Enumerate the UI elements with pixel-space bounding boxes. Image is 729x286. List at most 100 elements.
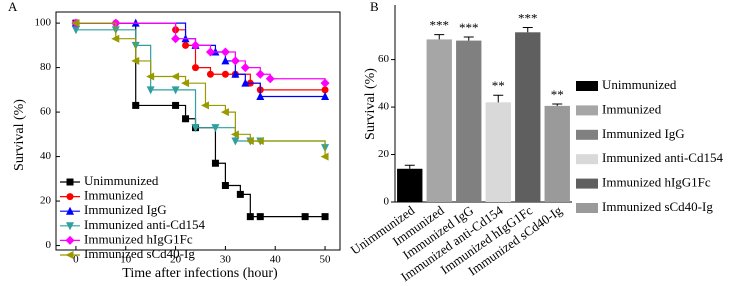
marker [236,190,244,198]
marker [182,115,190,123]
marker [172,101,180,109]
marker [245,137,254,146]
x-tick-label: 50 [320,254,332,266]
marker [182,41,190,49]
marker [111,34,120,43]
significance-label: ** [492,78,505,93]
marker [231,137,240,146]
marker [65,235,75,245]
marker [265,74,275,84]
marker [191,124,200,133]
legend-label: Immunized hIgG1Fc [602,175,711,190]
marker [230,130,239,139]
marker [205,47,215,57]
marker [66,206,74,215]
x-tick-label: 40 [270,254,282,266]
step-line [75,29,326,148]
marker [221,70,229,78]
bar [456,40,482,202]
legend-label: Immunized hIgG1Fc [84,231,193,246]
marker [146,86,155,95]
marker [71,19,80,28]
marker [321,92,330,101]
significance-label: *** [459,20,479,35]
marker [231,69,240,78]
y-tick-label: 60 [40,106,52,118]
marker [255,137,264,146]
legend-label: Unimmunized [602,77,677,92]
marker [256,92,265,101]
marker [66,178,74,186]
plot-frame [55,11,341,251]
y-tick-label: 80 [40,61,52,73]
y-tick-label: 20 [378,148,390,160]
marker [211,124,220,133]
step-line [75,22,326,84]
legend-swatch [576,129,598,140]
marker [221,181,229,189]
bar [544,105,570,202]
legend-label: Immunized [84,188,144,203]
marker [241,78,250,87]
marker [66,222,74,231]
legend-label: Immunized sCd40-Ig [602,199,713,214]
legend-swatch [576,203,598,213]
marker [191,40,201,50]
marker [132,101,140,109]
legend-label: Unimmunized [84,173,159,188]
x-tick-label: 10 [120,254,132,266]
marker [301,213,309,221]
bar [485,102,511,202]
marker [320,152,329,161]
legend-label: Immunized IgG [84,202,167,217]
y-axis-title: Survival (%) [12,99,27,171]
y-tick-label: 20 [40,195,52,207]
bar [397,168,423,202]
marker [240,63,250,73]
bar [426,39,452,202]
panel-letter: B [370,0,379,14]
marker [65,251,74,259]
step-line [75,22,326,91]
significance-label: ** [551,87,564,102]
x-tick-label: 20 [170,254,182,266]
legend-swatch [576,178,598,189]
marker [206,70,214,78]
error-bar [463,36,474,41]
marker [246,213,254,221]
legend-label: Immunized anti-Cd154 [602,150,723,165]
error-bar [493,94,504,103]
marker [221,56,230,65]
legend-label: Immunized [602,101,662,116]
marker [321,86,329,94]
step-line [75,22,326,98]
marker [200,101,209,110]
marker [255,69,265,79]
legend-swatch [576,154,598,165]
marker [66,193,74,201]
marker [71,26,80,35]
marker [220,108,229,117]
marker [192,64,200,72]
y-tick-label: 100 [35,17,52,29]
y-tick-label: 40 [40,150,52,162]
legend-label: Immunized IgG [602,126,685,141]
y-tick-label: 0 [46,239,52,251]
x-axis-title: Time after infections (hour) [122,266,278,281]
marker [146,72,155,81]
y-tick-label: 40 [378,101,390,113]
marker [321,213,329,221]
marker [256,213,264,221]
y-tick-label: 60 [378,53,390,65]
marker [211,159,219,167]
marker [181,79,190,88]
marker [220,47,230,57]
bar [515,32,541,202]
significance-label: *** [430,18,450,33]
x-tick-label: 30 [220,254,232,266]
panel-letter: A [8,0,18,14]
legend-label: Immunized sCd40-Ig [84,246,195,261]
error-bar [552,103,563,106]
marker [171,72,180,81]
